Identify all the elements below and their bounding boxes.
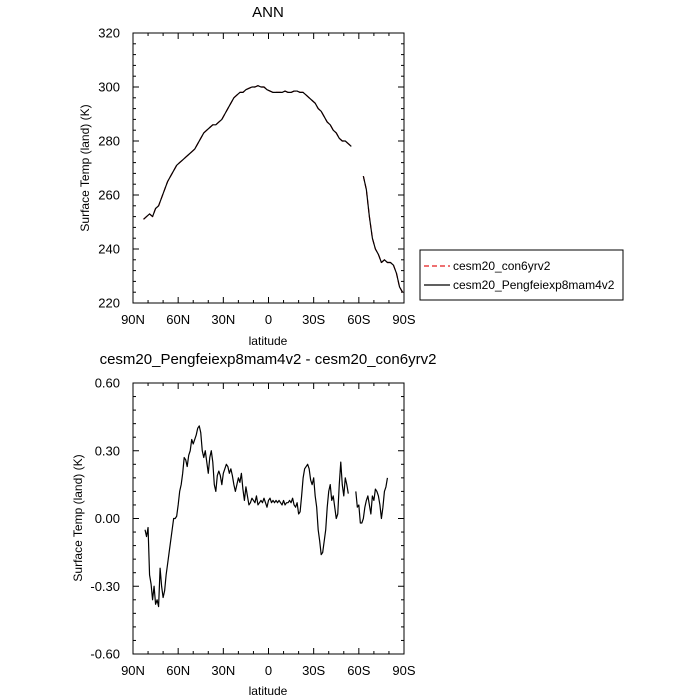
x-tick-label: 60N xyxy=(166,663,190,678)
bottom-y-axis-title: Surface Temp (land) (K) xyxy=(71,454,85,581)
top-chart: ANN 90N 60N 30N 0 30S 60S 90S 220 240 260 280 300 32… xyxy=(78,4,416,348)
bottom-series-lines xyxy=(144,425,389,608)
x-tick-label: 90S xyxy=(392,663,415,678)
legend-label-experiment: cesm20_Pengfeiexp8mam4v2 xyxy=(453,278,615,292)
top-plot-frame xyxy=(132,32,405,304)
bottom-chart: cesm20_Pengfeiexp8mam4v2 - cesm20_con6yr… xyxy=(71,351,436,698)
y-tick-label: 280 xyxy=(98,134,120,149)
x-tick-label: 60S xyxy=(347,312,370,327)
legend-box xyxy=(419,249,624,301)
top-axis-ticks: 90N 60N 30N 0 30S 60S 90S 220 240 260 280 300 320 xyxy=(98,26,416,328)
bottom-axis-ticks: 90N 60N 30N 0 30S 60S 90S -0.60 -0.30 0.00 0.30 0.6… xyxy=(90,376,416,679)
top-chart-title: ANN xyxy=(252,4,284,21)
y-tick-label: 0.30 xyxy=(95,443,120,458)
x-tick-label: 30N xyxy=(211,312,235,327)
y-tick-label: -0.30 xyxy=(90,579,120,594)
x-tick-label: 90N xyxy=(121,312,145,327)
bottom-x-axis-title: latitude xyxy=(249,684,288,698)
series-line-2 xyxy=(143,85,352,220)
x-tick-label: 60S xyxy=(347,663,370,678)
x-tick-label: 90N xyxy=(121,663,145,678)
y-tick-label: 220 xyxy=(98,296,120,311)
top-series-lines xyxy=(143,85,404,293)
y-tick-label: 240 xyxy=(98,242,120,257)
x-tick-label: 90S xyxy=(392,312,415,327)
y-tick-label: 320 xyxy=(98,26,120,41)
x-tick-label: 30S xyxy=(302,312,325,327)
top-x-axis-title: latitude xyxy=(249,334,288,348)
x-tick-label: 30S xyxy=(302,663,325,678)
series-line-1 xyxy=(355,477,389,524)
series-line-1 xyxy=(144,425,349,608)
y-tick-label: 300 xyxy=(98,80,120,95)
y-tick-label: 260 xyxy=(98,188,120,203)
x-tick-label: 0 xyxy=(265,663,272,678)
top-y-axis-title: Surface Temp (land) (K) xyxy=(78,104,92,231)
x-tick-label: 0 xyxy=(265,312,272,327)
bottom-chart-title: cesm20_Pengfeiexp8mam4v2 - cesm20_con6yr… xyxy=(100,351,437,368)
legend-label-control: cesm20_con6yrv2 xyxy=(453,259,551,273)
x-tick-label: 60N xyxy=(166,312,190,327)
y-tick-label: -0.60 xyxy=(90,647,120,662)
series-line-1 xyxy=(143,85,352,220)
y-tick-label: 0.00 xyxy=(95,511,120,526)
series-line-2 xyxy=(362,175,404,293)
y-tick-label: 0.60 xyxy=(95,376,120,391)
x-tick-label: 30N xyxy=(211,663,235,678)
legend: cesm20_con6yrv2 cesm20_Pengfeiexp8mam4v2 xyxy=(419,249,624,301)
